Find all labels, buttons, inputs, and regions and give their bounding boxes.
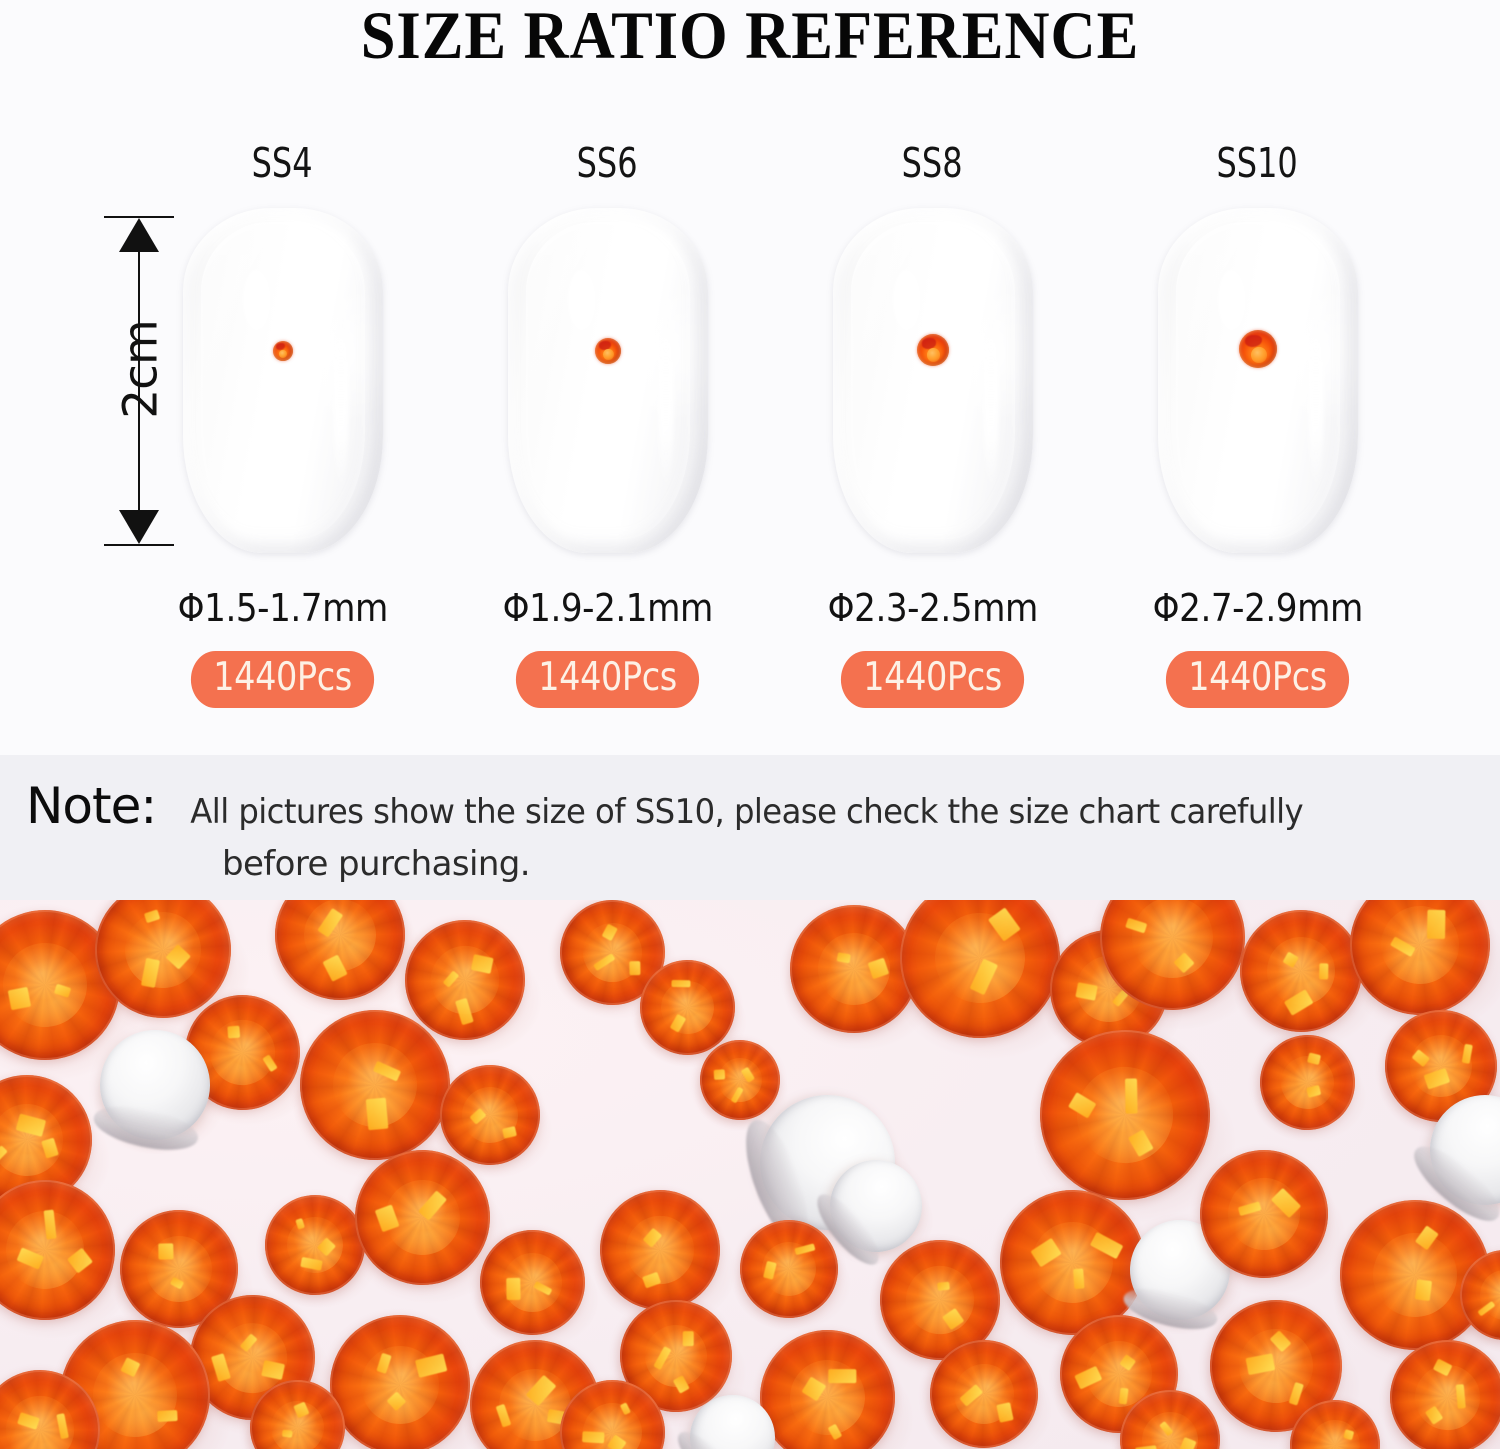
nail-tip-icon bbox=[1157, 208, 1358, 553]
size-column-ss10: SS10 Φ2.7-2.9mm 1440Pcs bbox=[1095, 140, 1420, 730]
nail-edge-sheen bbox=[982, 304, 999, 491]
nail-highlight bbox=[1217, 270, 1245, 331]
nail-edge-sheen bbox=[332, 304, 349, 491]
nail-highlight bbox=[242, 270, 270, 331]
ruler-top-cap bbox=[104, 216, 174, 218]
quantity-badge: 1440Pcs bbox=[840, 651, 1025, 708]
page-title: SIZE RATIO REFERENCE bbox=[360, 0, 1140, 73]
nail-highlight bbox=[567, 270, 595, 331]
ruler-stem bbox=[138, 226, 140, 536]
rhinestone-icon bbox=[272, 341, 293, 361]
gem-rim bbox=[1244, 1019, 1371, 1146]
nail-tip-icon bbox=[182, 208, 383, 553]
arrow-down-icon bbox=[119, 510, 159, 544]
nail-tip-sample bbox=[182, 208, 383, 558]
note-text-line2: before purchasing. bbox=[222, 844, 531, 884]
note-text-line1: All pictures show the size of SS10, plea… bbox=[189, 792, 1303, 832]
rhinestone-icon bbox=[916, 334, 949, 366]
size-code-label: SS10 bbox=[1216, 139, 1299, 187]
diameter-label: Φ2.7-2.9mm bbox=[1152, 586, 1363, 630]
nail-tip-icon bbox=[507, 208, 708, 553]
size-reference-panel: SIZE RATIO REFERENCE 2cm SS4 Φ1 bbox=[0, 0, 1500, 755]
quantity-badge: 1440Pcs bbox=[1165, 651, 1350, 708]
rhinestone-icon bbox=[1238, 330, 1277, 368]
size-code-label: SS6 bbox=[577, 139, 638, 187]
diameter-label: Φ1.5-1.7mm bbox=[177, 586, 388, 630]
rhinestone-icon bbox=[594, 338, 621, 364]
note-first-line: Note: All pictures show the size of SS10… bbox=[26, 777, 1466, 836]
quantity-badge: 1440Pcs bbox=[515, 651, 700, 708]
size-code-label: SS4 bbox=[252, 139, 313, 187]
scale-ruler: 2cm bbox=[104, 216, 190, 546]
arrow-up-icon bbox=[119, 218, 159, 252]
nail-tip-sample bbox=[507, 208, 708, 558]
size-column-ss4: SS4 Φ1.5-1.7mm 1440Pcs bbox=[120, 140, 445, 730]
size-column-ss6: SS6 Φ1.9-2.1mm 1440Pcs bbox=[445, 140, 770, 730]
nail-highlight bbox=[892, 270, 920, 331]
nail-tip-icon bbox=[832, 208, 1033, 553]
nail-tip-sample bbox=[1157, 208, 1358, 558]
note-banner: Note: All pictures show the size of SS10… bbox=[0, 755, 1500, 900]
diameter-label: Φ2.3-2.5mm bbox=[827, 586, 1038, 630]
nail-tip-sample bbox=[832, 208, 1033, 558]
ruler-bottom-cap bbox=[104, 544, 174, 546]
size-columns: SS4 Φ1.5-1.7mm 1440Pcs SS6 bbox=[120, 140, 1420, 730]
size-column-ss8: SS8 Φ2.3-2.5mm 1440Pcs bbox=[770, 140, 1095, 730]
rhinestone-gem bbox=[1243, 1018, 1372, 1147]
rhinestone-product-photo bbox=[0, 900, 1500, 1449]
note-keyword: Note: bbox=[26, 777, 157, 835]
diameter-label: Φ1.9-2.1mm bbox=[502, 586, 713, 630]
nail-edge-sheen bbox=[657, 304, 674, 491]
size-code-label: SS8 bbox=[902, 139, 963, 187]
quantity-badge: 1440Pcs bbox=[190, 651, 375, 708]
nail-edge-sheen bbox=[1307, 304, 1324, 491]
